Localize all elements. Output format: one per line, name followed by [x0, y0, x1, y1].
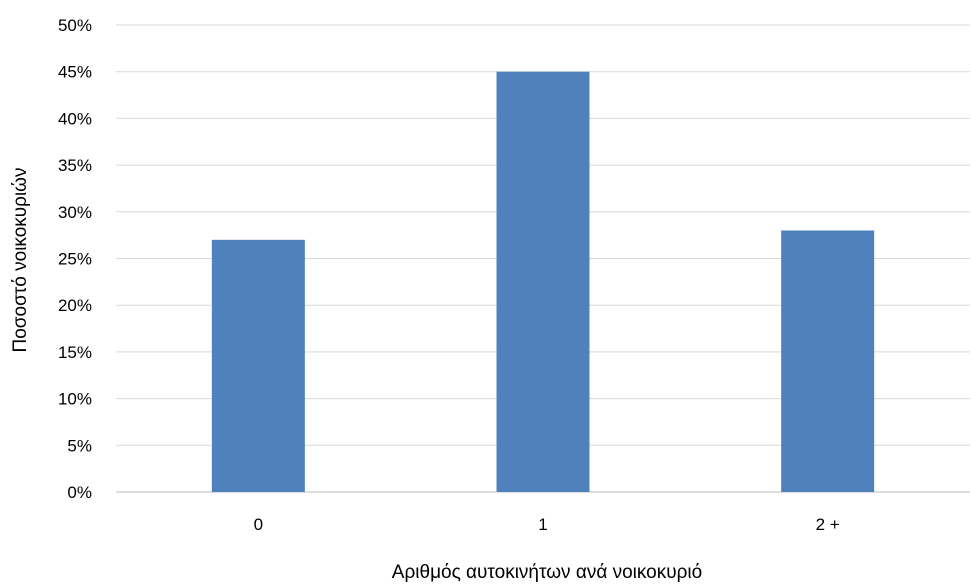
y-tick-label: 25%	[58, 250, 92, 269]
bars	[211, 71, 875, 493]
x-axis-ticks: 0 1 2 +	[254, 515, 840, 534]
x-tick-label: 1	[538, 515, 547, 534]
y-tick-label: 50%	[58, 16, 92, 35]
bar-2	[781, 230, 875, 493]
y-tick-label: 40%	[58, 109, 92, 128]
bar-0	[211, 239, 305, 492]
x-axis-title: Αριθμός αυτοκινήτων ανά νοικοκυριό	[392, 562, 702, 583]
y-tick-label: 35%	[58, 156, 92, 175]
y-axis-title: Ποσοστό νοικοκυριών	[10, 167, 31, 352]
y-tick-label: 0%	[67, 483, 92, 502]
y-tick-label: 15%	[58, 343, 92, 362]
x-tick-label: 0	[254, 515, 263, 534]
y-tick-label: 5%	[67, 436, 92, 455]
y-tick-label: 10%	[58, 390, 92, 409]
y-tick-label: 30%	[58, 203, 92, 222]
x-tick-label: 2 +	[816, 515, 840, 534]
y-axis-ticks: 0% 5% 10% 15% 20% 25% 30% 35% 40% 45% 50%	[58, 16, 92, 502]
y-tick-label: 45%	[58, 63, 92, 82]
bar-1	[496, 71, 590, 492]
y-tick-label: 20%	[58, 296, 92, 315]
